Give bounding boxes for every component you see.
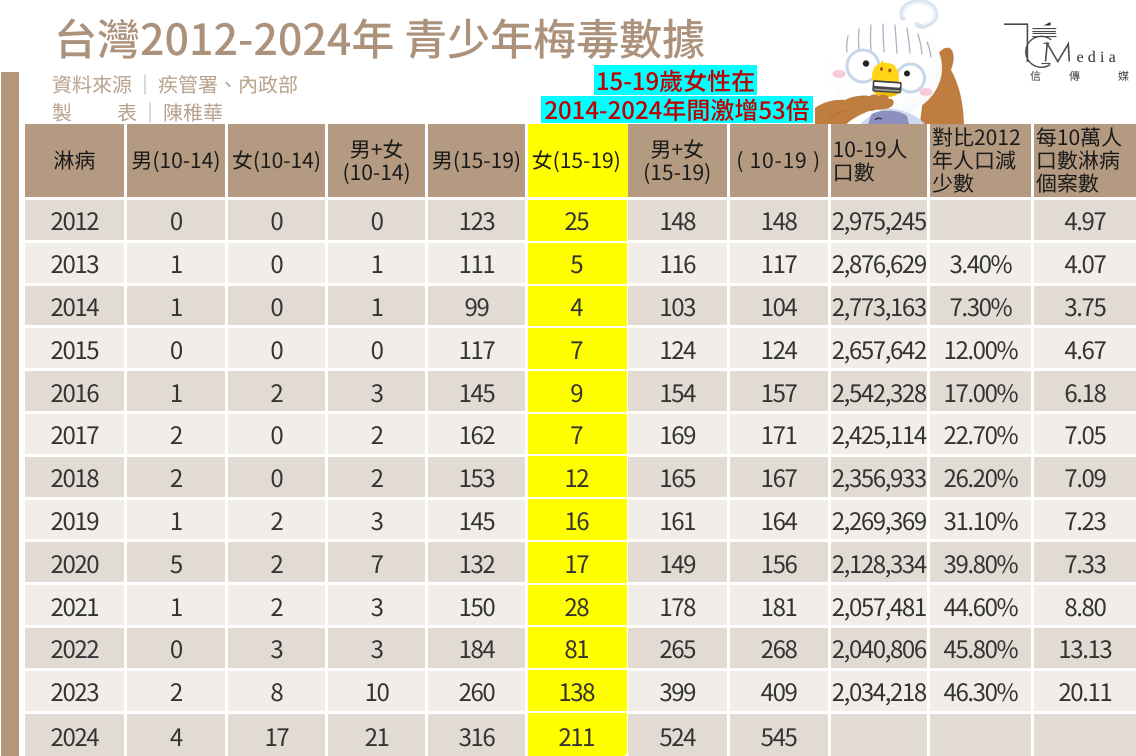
svg-text:信: 信 — [1030, 68, 1041, 84]
svg-text:媒: 媒 — [1118, 68, 1129, 84]
svg-text:傳: 傳 — [1069, 68, 1080, 84]
svg-text:edia: edia — [1077, 49, 1120, 66]
